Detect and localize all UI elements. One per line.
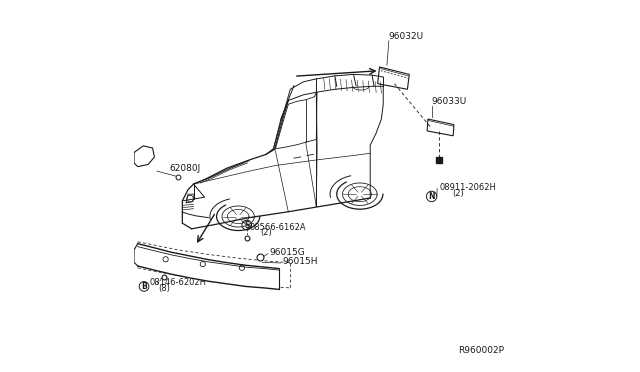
Text: 08146-6202H: 08146-6202H: [150, 278, 207, 287]
Text: N: N: [428, 192, 435, 201]
Text: 62080J: 62080J: [170, 164, 200, 173]
Text: 08566-6162A: 08566-6162A: [250, 223, 306, 232]
Polygon shape: [134, 146, 154, 167]
Text: 08911-2062H: 08911-2062H: [439, 183, 496, 192]
Text: (2): (2): [452, 189, 464, 198]
Text: (8): (8): [158, 284, 170, 293]
Text: R960002P: R960002P: [458, 346, 504, 355]
Text: (2): (2): [260, 228, 272, 237]
Text: 96015H: 96015H: [283, 257, 318, 266]
Text: S: S: [244, 221, 250, 230]
Text: 96032U: 96032U: [389, 32, 424, 41]
Text: 96033U: 96033U: [431, 97, 467, 106]
Text: 96015G: 96015G: [270, 248, 305, 257]
Polygon shape: [138, 244, 279, 289]
Text: B: B: [141, 282, 147, 291]
